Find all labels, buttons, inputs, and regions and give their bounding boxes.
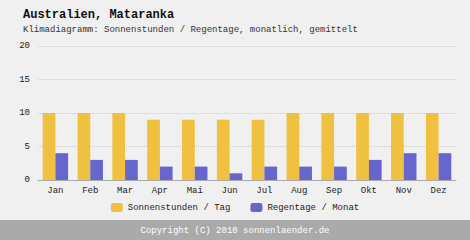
svg-text:Regentage / Monat: Regentage / Monat — [267, 203, 359, 213]
svg-text:15: 15 — [19, 75, 30, 85]
svg-text:Australien, Mataranka: Australien, Mataranka — [23, 8, 174, 22]
svg-text:Jun: Jun — [221, 186, 237, 196]
svg-text:Klimadiagramm: Sonnenstunden /: Klimadiagramm: Sonnenstunden / Regentage… — [23, 25, 358, 35]
svg-text:Mai: Mai — [187, 186, 203, 196]
svg-text:Sonnenstunden / Tag: Sonnenstunden / Tag — [128, 203, 231, 213]
svg-text:Apr: Apr — [152, 186, 168, 196]
svg-text:5: 5 — [25, 142, 30, 152]
svg-text:Nov: Nov — [396, 186, 413, 196]
svg-text:0: 0 — [25, 175, 30, 185]
svg-text:Dez: Dez — [430, 186, 446, 196]
svg-text:Okt: Okt — [361, 186, 377, 196]
svg-text:Feb: Feb — [82, 186, 98, 196]
svg-text:Jan: Jan — [47, 186, 63, 196]
svg-text:Sep: Sep — [326, 186, 342, 196]
svg-text:Copyright (C) 2010 sonnenlaend: Copyright (C) 2010 sonnenlaender.de — [140, 226, 329, 236]
svg-text:Aug: Aug — [291, 186, 307, 196]
svg-text:10: 10 — [19, 108, 30, 118]
svg-text:Mar: Mar — [117, 186, 133, 196]
svg-text:20: 20 — [19, 41, 30, 51]
svg-text:Jul: Jul — [256, 186, 272, 196]
